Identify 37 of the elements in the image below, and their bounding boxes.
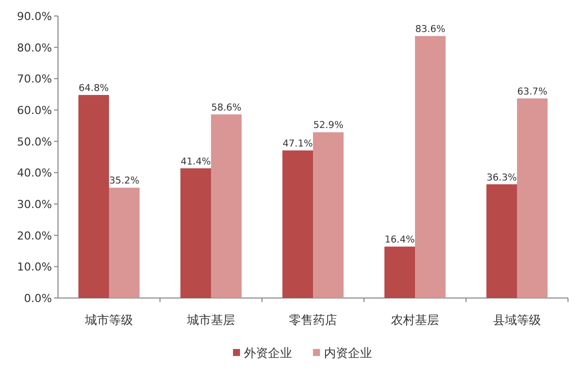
data-label: 52.9% [313,120,344,132]
bar [384,246,415,298]
y-tick-label: 10.0% [17,260,52,274]
bar [211,114,242,298]
y-tick-label: 0.0% [24,292,52,305]
y-tick-label: 60.0% [17,104,52,117]
data-label: 35.2% [109,176,140,187]
bar [486,184,517,298]
bar [180,168,211,298]
y-tick-label: 90.0% [17,10,52,23]
y-tick-label: 30.0% [17,198,52,211]
legend-label: 内资企业 [324,346,372,360]
bar [517,98,548,298]
data-label: 63.7% [517,86,548,98]
data-label: 47.1% [282,138,313,150]
x-tick-label: 农村基层 [391,313,439,327]
y-tick-label: 20.0% [17,229,52,242]
data-label: 41.4% [180,156,211,168]
data-label: 58.6% [211,102,242,114]
data-label: 16.4% [384,234,415,246]
data-label: 36.3% [486,172,517,184]
y-tick-label: 50.0% [17,135,52,148]
x-tick-label: 城市基层 [186,313,235,327]
bar [282,150,313,298]
bar [415,36,446,298]
x-tick-label: 县域等级 [493,313,541,327]
bar [313,132,344,298]
x-tick-label: 城市等级 [84,313,133,327]
data-label: 64.8% [78,82,109,94]
y-tick-label: 40.0% [17,166,52,180]
legend-label: 外资企业 [244,346,292,360]
y-tick-label: 70.0% [17,72,52,86]
y-tick-label: 80.0% [17,41,52,54]
bar [78,94,109,298]
bar [109,188,140,298]
x-tick-label: 零售药店 [289,313,337,327]
data-label: 83.6% [415,24,446,36]
